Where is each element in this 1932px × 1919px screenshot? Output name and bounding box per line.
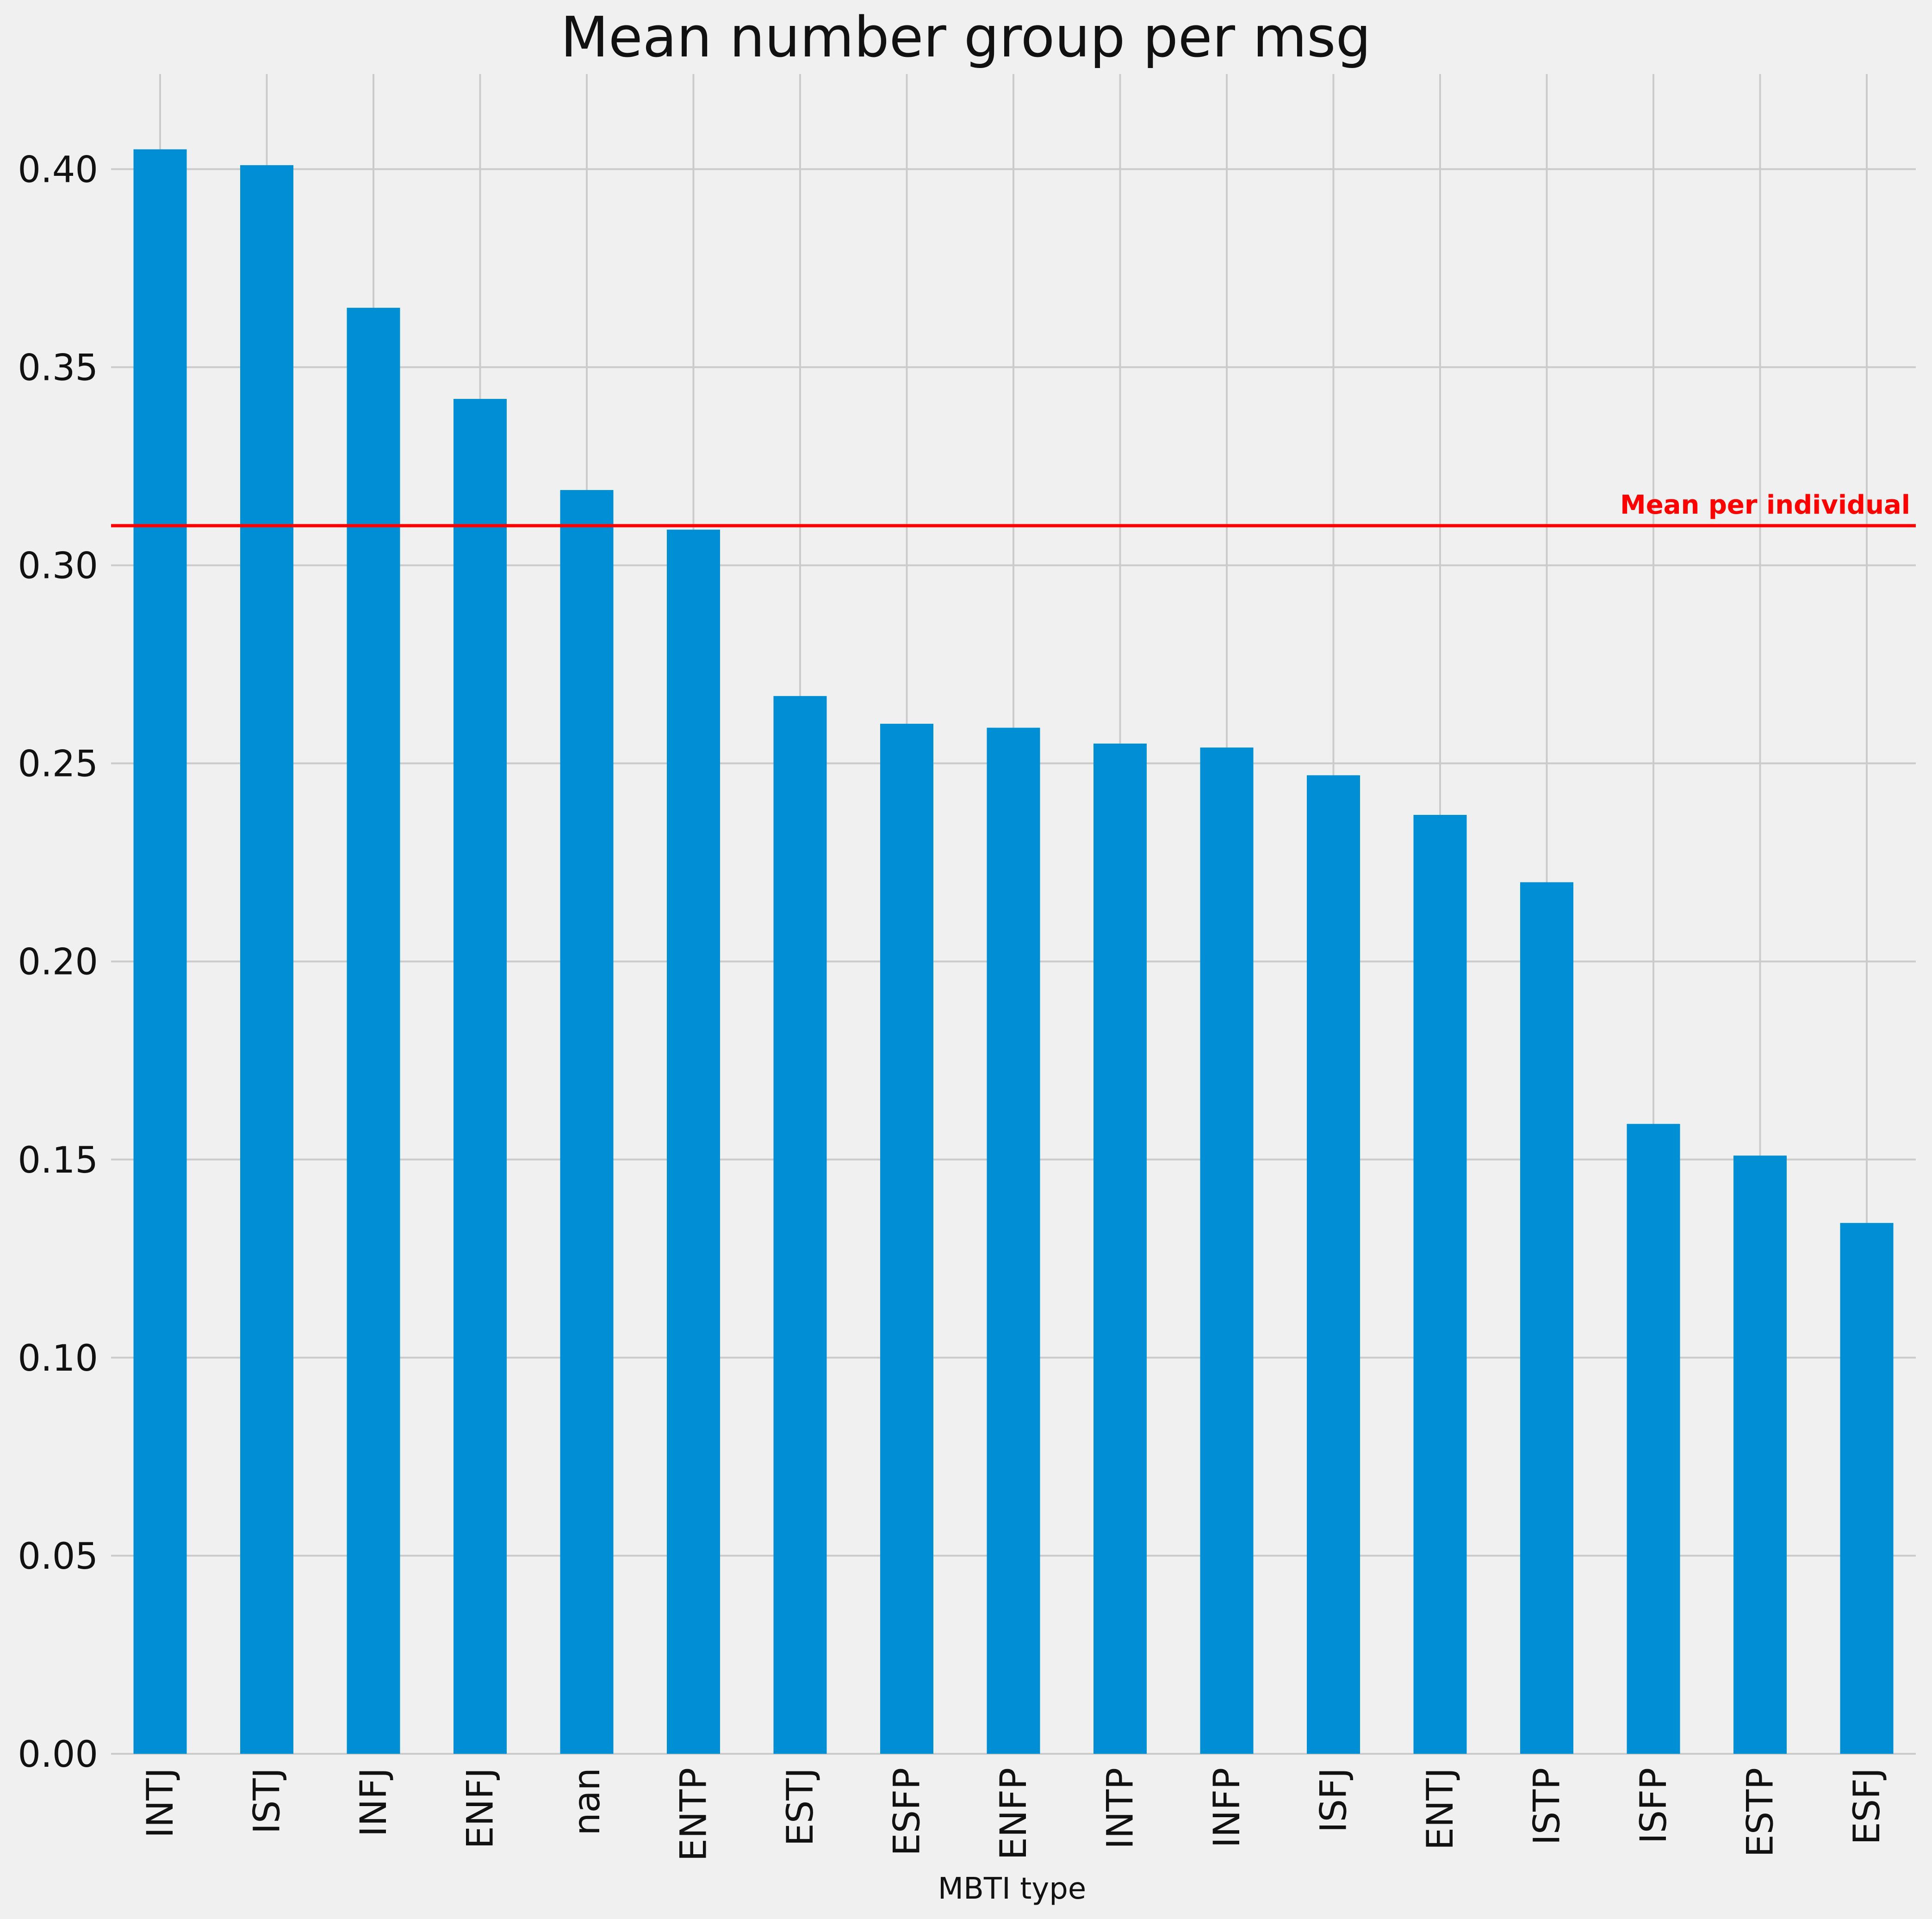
reference-layer: Mean per individual: [111, 490, 1916, 528]
x-tick-label: ENFJ: [460, 1768, 502, 1849]
x-tick-label: ENFP: [993, 1768, 1035, 1860]
x-tick-label: ESTJ: [780, 1768, 821, 1846]
bar-entj: [1413, 814, 1467, 1754]
bar-intj: [133, 149, 187, 1754]
x-axis-label: MBTI type: [938, 1872, 1086, 1906]
bar-enfj: [453, 399, 507, 1754]
bar-estj: [773, 696, 827, 1754]
x-tick-label: INTJ: [140, 1768, 181, 1838]
y-tick-label: 0.35: [18, 348, 98, 389]
chart-title: Mean number group per msg: [560, 6, 1371, 70]
y-tick-label: 0.25: [18, 744, 98, 785]
x-tick-label: ESFJ: [1846, 1768, 1888, 1845]
x-tick-label: ISTP: [1527, 1768, 1568, 1845]
y-tick-label: 0.10: [18, 1338, 98, 1379]
x-tick-label: INTP: [1100, 1768, 1142, 1849]
x-tick-label: INFP: [1206, 1768, 1248, 1848]
y-tick-label: 0.00: [18, 1734, 98, 1776]
x-tick-label: INFJ: [353, 1768, 395, 1837]
y-tick-label: 0.20: [18, 942, 98, 983]
bar-infj: [347, 308, 400, 1754]
x-tick-label: ISTJ: [247, 1768, 288, 1834]
x-tick-label: ESFP: [887, 1768, 928, 1856]
mean-reference-label: Mean per individual: [1620, 490, 1910, 520]
bar-estp: [1733, 1155, 1787, 1754]
bar-nan: [560, 490, 614, 1754]
x-tick-label: ISFP: [1633, 1768, 1675, 1844]
bar-isfj: [1307, 775, 1360, 1754]
bar-layer: [133, 149, 1894, 1754]
y-tick-label: 0.05: [18, 1536, 98, 1577]
x-tick-label: nan: [566, 1768, 608, 1836]
bar-enfp: [987, 727, 1040, 1754]
bar-entp: [667, 529, 720, 1754]
bar-intp: [1093, 743, 1147, 1754]
y-axis-ticks: 0.00 0.05 0.10 0.15 0.20 0.25 0.30 0.35 0.40: [18, 149, 98, 1776]
x-tick-label: ESTP: [1740, 1768, 1782, 1857]
x-tick-label: ISFJ: [1313, 1768, 1355, 1832]
bar-infp: [1200, 747, 1254, 1754]
y-tick-label: 0.40: [18, 149, 98, 191]
y-tick-label: 0.30: [18, 546, 98, 587]
x-axis-ticks: INTJ ISTJ INFJ ENFJ nan ENTP ESTJ ESFP ENFP INTP I…: [140, 1768, 1888, 1861]
bar-esfj: [1840, 1223, 1894, 1754]
bar-isfp: [1627, 1124, 1680, 1754]
y-tick-label: 0.15: [18, 1140, 98, 1181]
bar-istp: [1520, 882, 1573, 1754]
bar-istj: [240, 165, 293, 1754]
bar-esfp: [880, 724, 933, 1754]
x-tick-label: ENTP: [673, 1768, 715, 1861]
x-tick-label: ENTJ: [1420, 1768, 1461, 1850]
